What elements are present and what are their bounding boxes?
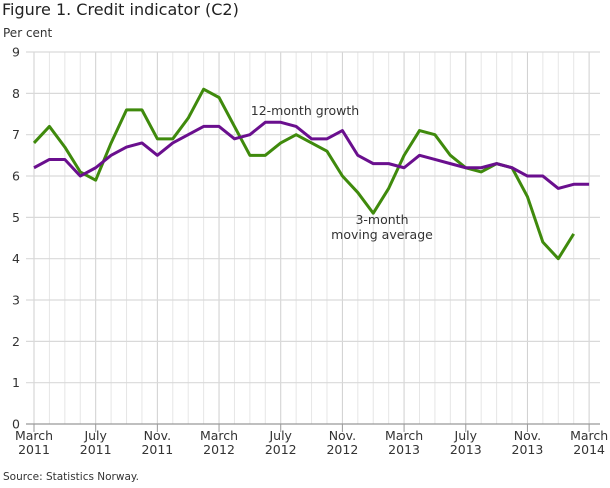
x-tick-label: March	[385, 428, 423, 443]
series-label: 3-month	[355, 212, 408, 227]
x-tick-label: 2012	[326, 442, 358, 457]
x-tick-label: March	[200, 428, 238, 443]
source-note: Source: Statistics Norway.	[3, 471, 139, 483]
y-tick-label: 6	[12, 169, 20, 184]
x-tick-label: Nov.	[329, 428, 356, 443]
y-tick-label: 4	[12, 251, 20, 266]
x-tick-label: 2012	[203, 442, 235, 457]
series-line	[32, 87, 575, 261]
x-tick-label: 2013	[450, 442, 482, 457]
y-tick-label: 8	[12, 86, 20, 101]
chart-title: Figure 1. Credit indicator (C2)	[2, 0, 239, 19]
y-tick-label: 7	[12, 127, 20, 142]
x-tick-label: July	[454, 428, 478, 443]
y-tick-label: 9	[12, 45, 20, 60]
y-tick-label: 1	[12, 375, 20, 390]
y-tick-label: 2	[12, 334, 20, 349]
x-tick-label: 2013	[388, 442, 420, 457]
x-tick-label: Nov.	[514, 428, 541, 443]
x-tick-label: 2014	[573, 442, 605, 457]
x-tick-label: July	[83, 428, 107, 443]
x-tick-label: March	[15, 428, 53, 443]
x-tick-label: 2013	[512, 442, 544, 457]
series-label: moving average	[331, 227, 433, 242]
x-tick-label: 2011	[141, 442, 173, 457]
x-tick-label: 2012	[265, 442, 297, 457]
y-tick-label: 0	[12, 417, 20, 432]
x-tick-label: March	[570, 428, 608, 443]
x-tick-label: 2011	[18, 442, 50, 457]
series-label: 12-month growth	[251, 103, 359, 118]
x-tick-label: July	[268, 428, 292, 443]
x-tick-label: 2011	[80, 442, 112, 457]
y-tick-label: 3	[12, 293, 20, 308]
x-tick-label: Nov.	[144, 428, 171, 443]
y-tick-label: 5	[12, 210, 20, 225]
series-line	[33, 120, 590, 190]
y-axis-label: Per cent	[3, 26, 53, 40]
